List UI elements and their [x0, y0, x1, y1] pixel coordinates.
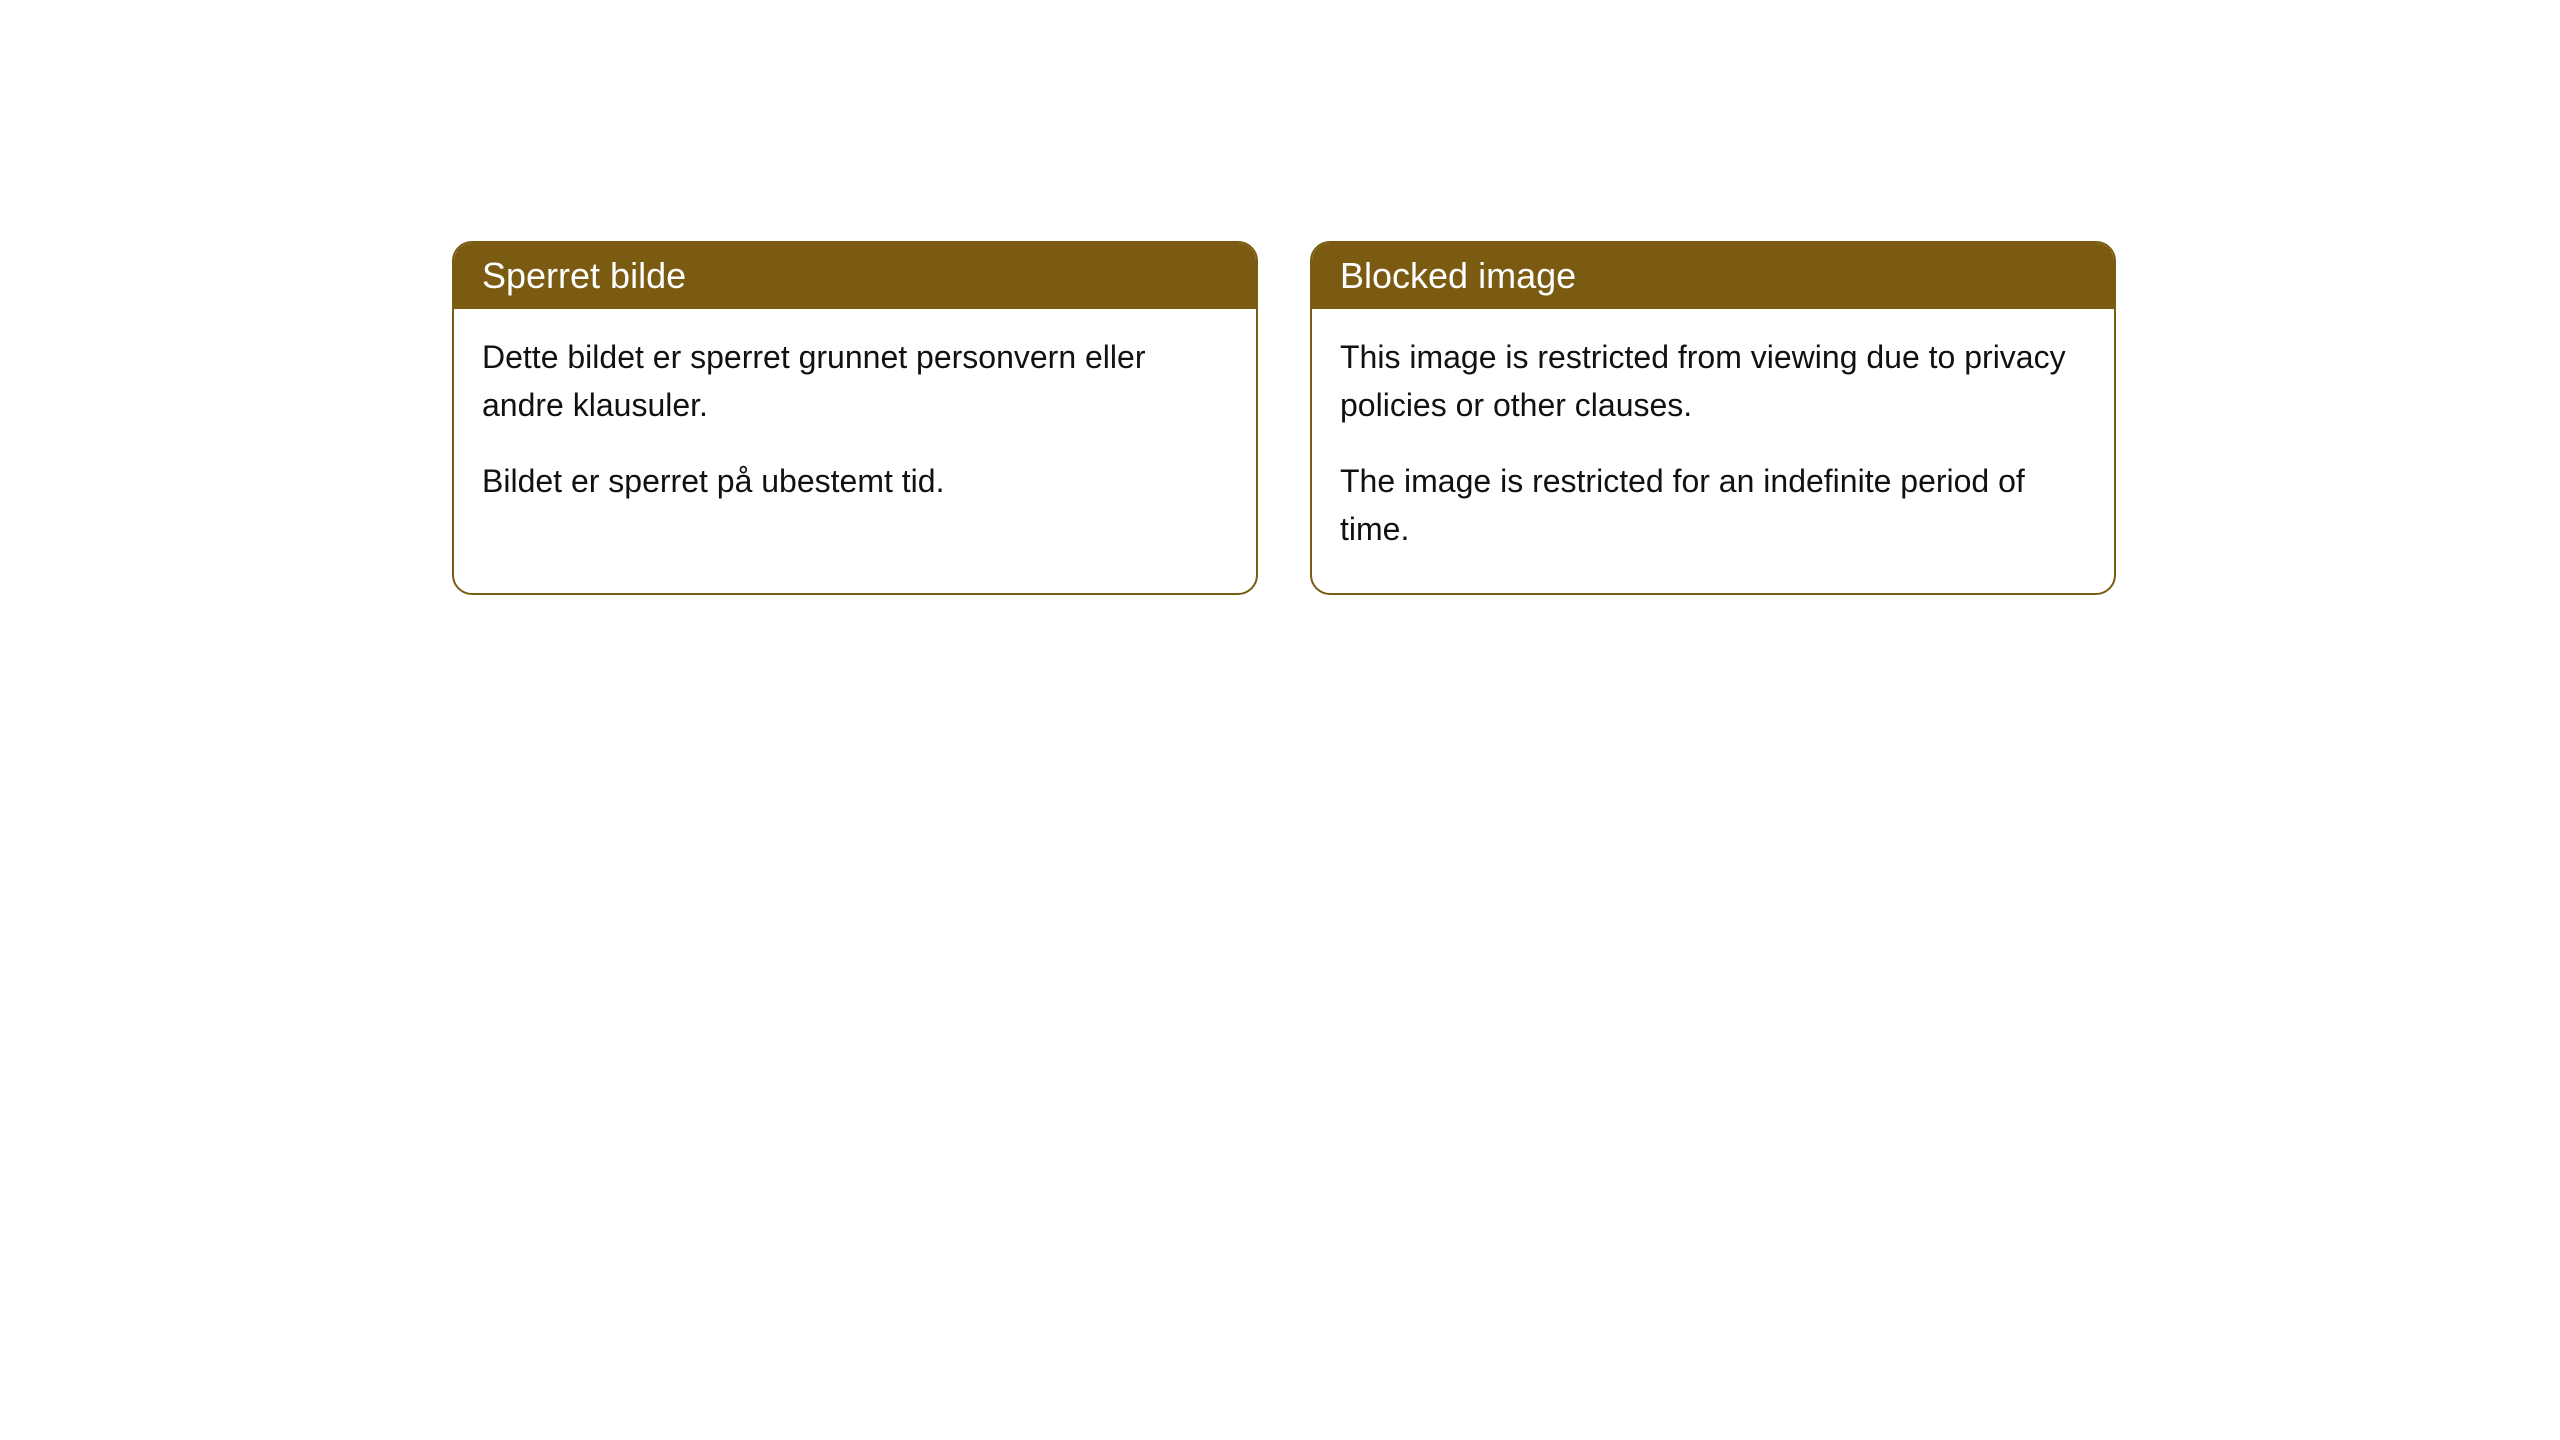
card-title: Blocked image [1340, 255, 1576, 296]
info-card-norwegian: Sperret bilde Dette bildet er sperret gr… [452, 241, 1258, 595]
card-header-english: Blocked image [1312, 243, 2114, 309]
card-paragraph: The image is restricted for an indefinit… [1340, 457, 2086, 553]
card-body-english: This image is restricted from viewing du… [1312, 309, 2114, 593]
info-card-english: Blocked image This image is restricted f… [1310, 241, 2116, 595]
card-paragraph: Dette bildet er sperret grunnet personve… [482, 333, 1228, 429]
card-paragraph: Bildet er sperret på ubestemt tid. [482, 457, 1228, 505]
card-header-norwegian: Sperret bilde [454, 243, 1256, 309]
card-paragraph: This image is restricted from viewing du… [1340, 333, 2086, 429]
info-cards-container: Sperret bilde Dette bildet er sperret gr… [452, 241, 2116, 595]
card-title: Sperret bilde [482, 255, 686, 296]
card-body-norwegian: Dette bildet er sperret grunnet personve… [454, 309, 1256, 545]
